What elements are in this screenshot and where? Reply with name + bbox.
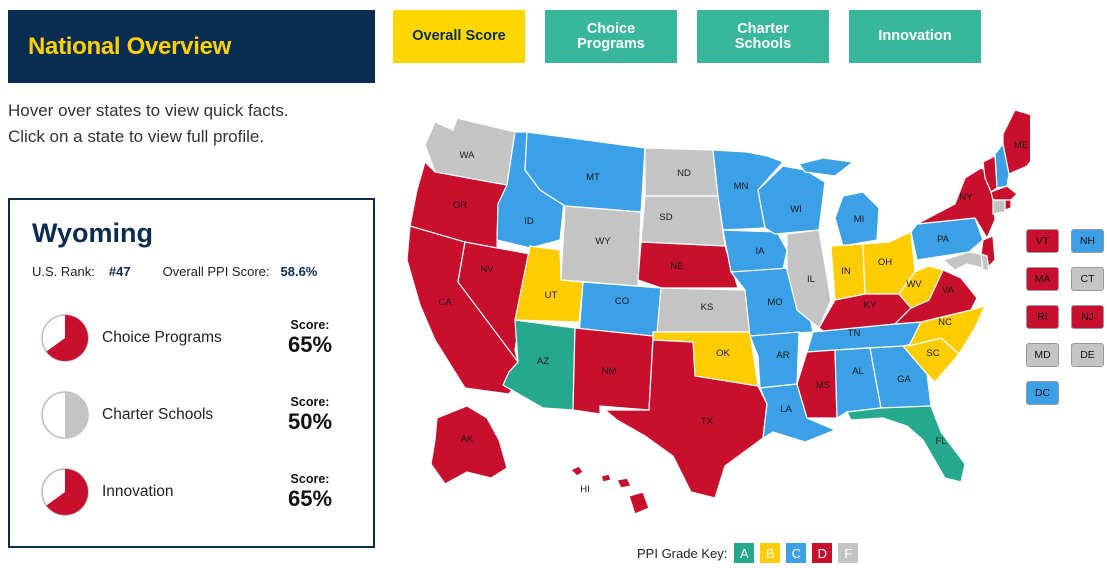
tab-innovation[interactable]: Innovation: [849, 10, 981, 63]
state-in[interactable]: [830, 243, 866, 301]
instruction-click: Click on a state to view full profile.: [8, 127, 265, 146]
tab-choice-programs[interactable]: Choice Programs: [545, 10, 677, 63]
small-state-ri[interactable]: RI: [1026, 305, 1059, 329]
instructions: Hover over states to view quick facts. C…: [8, 98, 289, 150]
state-hi[interactable]: [569, 465, 650, 515]
metric-innovation: Innovation Score: 65%: [40, 464, 350, 520]
pie-chart-icon: [41, 391, 89, 439]
state-ne[interactable]: [637, 241, 739, 289]
score-value: 65%: [287, 486, 333, 511]
state-sd[interactable]: [640, 195, 726, 247]
small-state-ma[interactable]: MA: [1026, 267, 1059, 291]
score-value: 50%: [287, 409, 333, 434]
state-label: HI: [580, 484, 590, 495]
score-value: 65%: [287, 332, 333, 357]
score-label: Score:: [290, 318, 330, 332]
ppi-score-value: 58.6%: [280, 264, 318, 279]
state-ks[interactable]: [656, 287, 751, 333]
grade-b: B: [760, 543, 781, 563]
small-state-nj[interactable]: NJ: [1071, 305, 1104, 329]
tab-overall-score[interactable]: Overall Score: [393, 10, 525, 63]
state-vt[interactable]: [982, 155, 998, 193]
tab-charter-schools[interactable]: Charter Schools: [697, 10, 829, 63]
state-wi[interactable]: [757, 165, 826, 235]
score-block: Score: 50%: [270, 395, 350, 435]
rank-value: #47: [108, 264, 131, 279]
small-state-vt[interactable]: VT: [1026, 229, 1059, 253]
score-block: Score: 65%: [270, 318, 350, 358]
state-fl[interactable]: [846, 405, 966, 483]
state-nm[interactable]: [572, 327, 654, 415]
rank-row: U.S. Rank: #47 Overall PPI Score: 58.6%: [32, 264, 317, 279]
state-ia[interactable]: [722, 229, 788, 273]
pie-chart-icon: [41, 314, 89, 362]
state-name: Wyoming: [32, 218, 153, 248]
pie-chart-icon: [41, 468, 89, 516]
grade-f: F: [838, 543, 859, 563]
state-nd[interactable]: [644, 147, 719, 197]
state-ak[interactable]: [430, 405, 508, 485]
score-label: Score:: [290, 395, 330, 409]
state-ma[interactable]: [990, 185, 1018, 201]
metric-charter-schools: Charter Schools Score: 50%: [40, 387, 350, 443]
score-block: Score: 65%: [270, 472, 350, 512]
state-wv[interactable]: [898, 265, 944, 309]
small-state-de[interactable]: DE: [1071, 343, 1104, 367]
state-ri[interactable]: [1004, 199, 1012, 211]
grade-c: C: [786, 543, 807, 563]
small-state-ct[interactable]: CT: [1071, 267, 1104, 291]
state-ms[interactable]: [796, 349, 838, 419]
pie-slice: [65, 392, 88, 438]
page-title-box: National Overview: [8, 10, 375, 83]
state-ct[interactable]: [992, 199, 1006, 215]
small-state-dc[interactable]: DC: [1026, 381, 1059, 405]
state-mi[interactable]: [797, 157, 880, 247]
instruction-hover: Hover over states to view quick facts.: [8, 101, 289, 120]
grade-key-label: PPI Grade Key:: [637, 545, 728, 561]
pie-slice: [46, 315, 88, 361]
state-de[interactable]: [980, 253, 990, 271]
page-title: National Overview: [28, 32, 231, 60]
tab-label: Charter Schools: [734, 20, 792, 52]
small-state-nh[interactable]: NH: [1071, 229, 1104, 253]
metric-label: Choice Programs: [102, 329, 222, 346]
tab-label: Choice Programs: [577, 20, 645, 52]
rank-label: U.S. Rank:: [32, 264, 95, 279]
state-info-card: Wyoming U.S. Rank: #47 Overall PPI Score…: [8, 198, 375, 548]
state-nv[interactable]: [457, 241, 531, 363]
state-wy[interactable]: [560, 205, 642, 287]
state-tx[interactable]: [603, 339, 768, 499]
ppi-score-label: Overall PPI Score:: [162, 264, 270, 279]
small-state-md[interactable]: MD: [1026, 343, 1059, 367]
tab-label: Overall Score: [412, 28, 506, 44]
metric-label: Charter Schools: [102, 406, 214, 423]
metric-label: Innovation: [102, 483, 174, 500]
score-label: Score:: [290, 472, 330, 486]
grade-d: D: [812, 543, 833, 563]
pie-slice: [46, 469, 88, 515]
grade-a: A: [734, 543, 755, 563]
us-map: WA OR CA NV ID MT WY UT AZ CO NM ND SD N…: [406, 109, 1030, 515]
tab-label: Innovation: [878, 28, 952, 44]
metric-choice-programs: Choice Programs Score: 65%: [40, 310, 350, 366]
